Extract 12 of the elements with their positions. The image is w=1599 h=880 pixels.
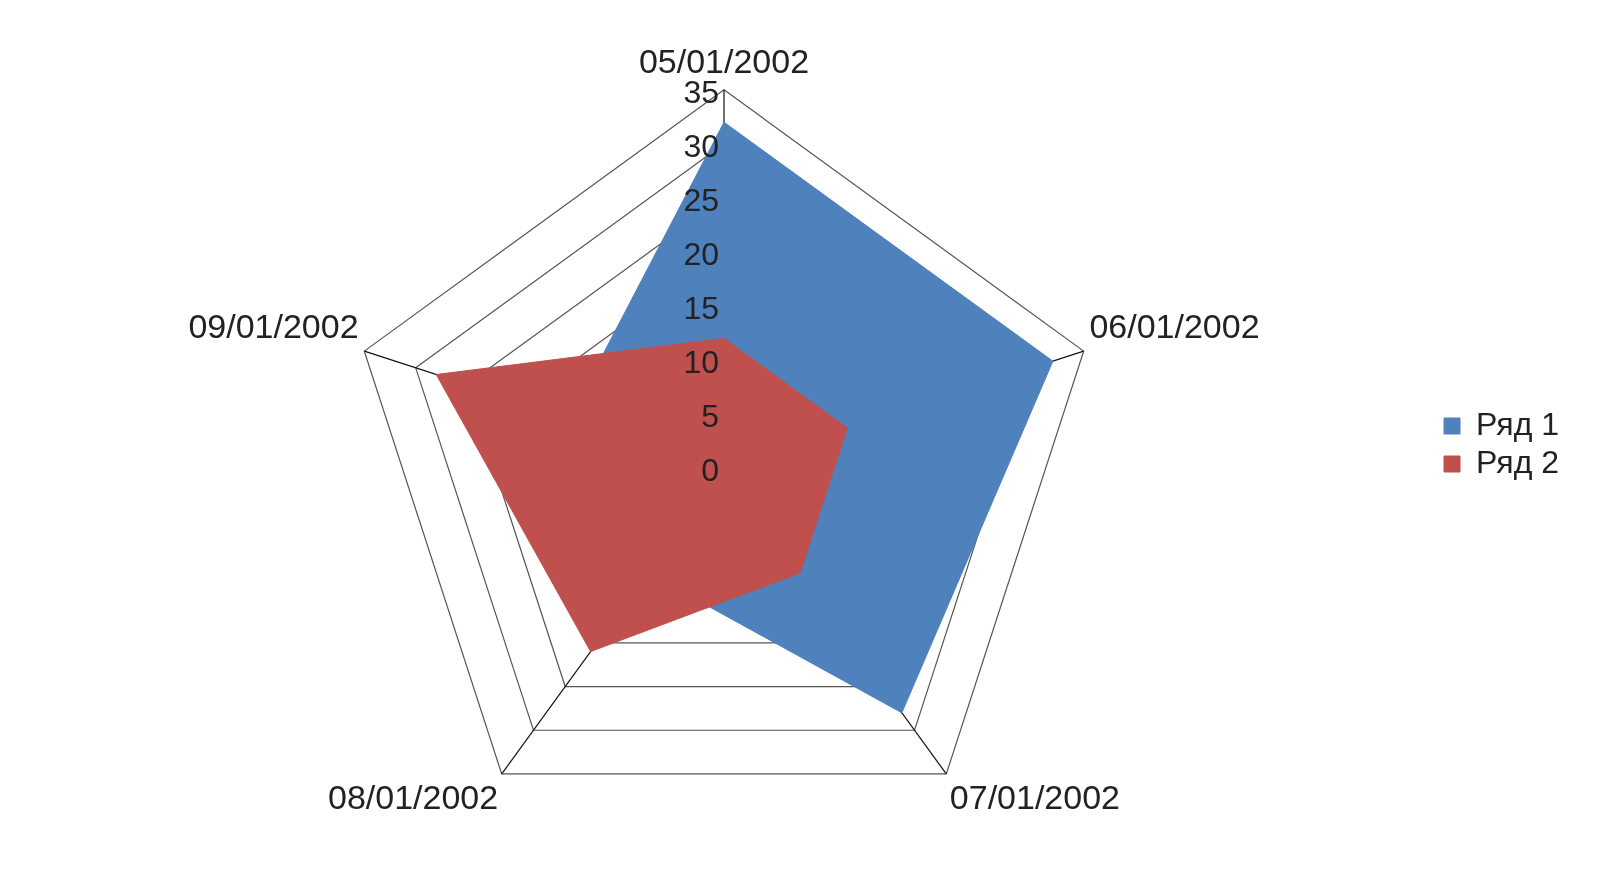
spoke-label: 09/01/2002 (188, 307, 359, 346)
spoke-label: 07/01/2002 (949, 777, 1120, 816)
legend-label: Ряд 2 (1476, 443, 1559, 480)
y-tick-label: 15 (683, 289, 719, 326)
spoke-label: 08/01/2002 (328, 777, 499, 816)
y-tick-label: 20 (683, 235, 719, 272)
spoke-label: 06/01/2002 (1089, 307, 1260, 346)
y-tick-label: 5 (701, 397, 719, 434)
y-tick-label: 0 (701, 451, 719, 488)
legend-label: Ряд 1 (1476, 405, 1559, 442)
y-tick-label: 25 (683, 181, 719, 218)
y-tick-label: 10 (683, 343, 719, 380)
